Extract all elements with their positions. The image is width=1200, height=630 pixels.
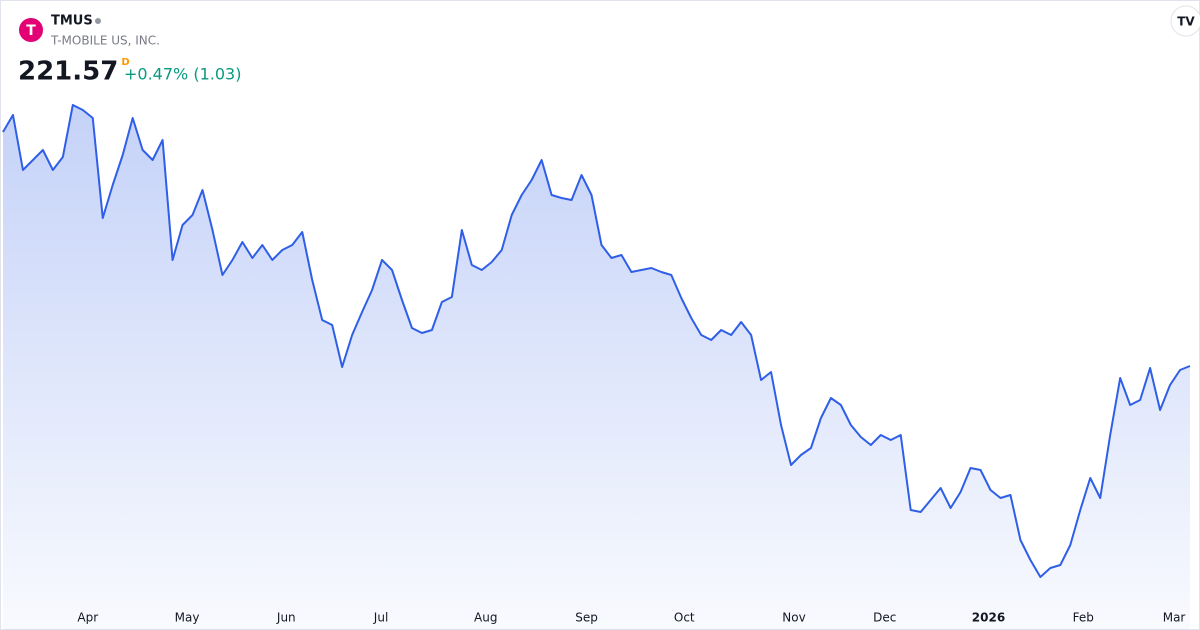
company-name: T-MOBILE US, INC. [50,34,160,48]
area-fill [3,105,1190,630]
price: 221.57 [18,57,118,87]
x-tick-label: Mar [1163,611,1186,625]
x-tick-label: 2026 [972,611,1005,625]
x-tick-label: Nov [782,611,805,625]
x-tick-label: Apr [77,611,98,625]
symbol: TMUS [51,14,93,29]
plot [2,104,1191,630]
price-flag: D [121,57,129,68]
x-tick-label: Dec [873,611,896,625]
logo [19,18,43,42]
x-tick-label: Oct [674,611,695,625]
tv-logo[interactable] [1170,5,1200,37]
tv-logo-text: TV [1177,15,1195,29]
logo-letter: T [26,23,36,39]
price-change: +0.47% (1.03) [124,65,241,84]
x-tick-label: Aug [474,611,497,625]
x-tick-label: Jun [276,611,296,625]
x-tick-label: Sep [575,611,598,625]
x-tick-label: Jul [373,611,388,625]
price-line [2,104,1191,578]
x-tick-label: Feb [1073,611,1094,625]
x-tick-label: May [175,611,200,625]
status-dot [95,18,101,24]
